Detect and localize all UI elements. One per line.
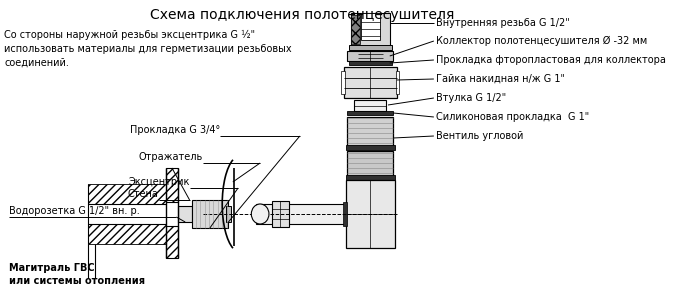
Bar: [88, 204, 166, 224]
Text: Коллектор полотенцесушителя Ø -32 мм: Коллектор полотенцесушителя Ø -32 мм: [436, 36, 647, 46]
Bar: [178, 206, 192, 222]
Bar: [347, 151, 393, 176]
Bar: [272, 201, 289, 227]
Text: Отражатель: Отражатель: [139, 152, 203, 162]
Text: Прокладка G 3/4°: Прокладка G 3/4°: [130, 125, 220, 135]
Bar: [344, 67, 397, 98]
Bar: [226, 206, 231, 222]
Bar: [346, 145, 395, 150]
Text: Эксцентрик: Эксцентрик: [128, 177, 189, 187]
Text: Вентиль угловой: Вентиль угловой: [436, 131, 523, 141]
Bar: [88, 224, 166, 244]
Bar: [346, 180, 395, 248]
Bar: [346, 175, 395, 180]
Bar: [347, 51, 393, 61]
Text: Втулка G 1/2": Втулка G 1/2": [436, 93, 506, 103]
Text: Магитраль ГВС
или системы отопления: Магитраль ГВС или системы отопления: [9, 263, 145, 286]
Bar: [347, 111, 393, 115]
Text: Стена: Стена: [128, 189, 158, 199]
Bar: [361, 13, 380, 40]
Text: Прокладка фторопластовая для коллектора: Прокладка фторопластовая для коллектора: [436, 55, 665, 65]
Text: Схема подключения полотенцесушителя: Схема подключения полотенцесушителя: [150, 8, 455, 22]
Bar: [349, 61, 392, 65]
Bar: [343, 202, 347, 226]
Ellipse shape: [251, 204, 269, 224]
Bar: [347, 117, 393, 146]
Bar: [256, 204, 346, 224]
Bar: [396, 71, 399, 94]
Bar: [341, 71, 345, 94]
Text: Со стороны наружной резьбы эксцентрика G ½"
использовать материалы для герметиза: Со стороны наружной резьбы эксцентрика G…: [4, 30, 292, 68]
Text: Внутренняя резьба G 1/2": Внутренняя резьба G 1/2": [436, 18, 569, 28]
Bar: [192, 200, 228, 228]
Text: Силиконовая прокладка  G 1": Силиконовая прокладка G 1": [436, 112, 589, 122]
Bar: [349, 45, 392, 50]
Bar: [166, 168, 178, 202]
Text: Гайка накидная н/ж G 1": Гайка накидная н/ж G 1": [436, 74, 565, 84]
Bar: [351, 15, 359, 44]
Bar: [88, 184, 166, 204]
Bar: [355, 100, 386, 111]
Bar: [351, 13, 390, 46]
Text: Водорозетка G 1/2" вн. р.: Водорозетка G 1/2" вн. р.: [9, 206, 139, 216]
Bar: [166, 226, 178, 258]
